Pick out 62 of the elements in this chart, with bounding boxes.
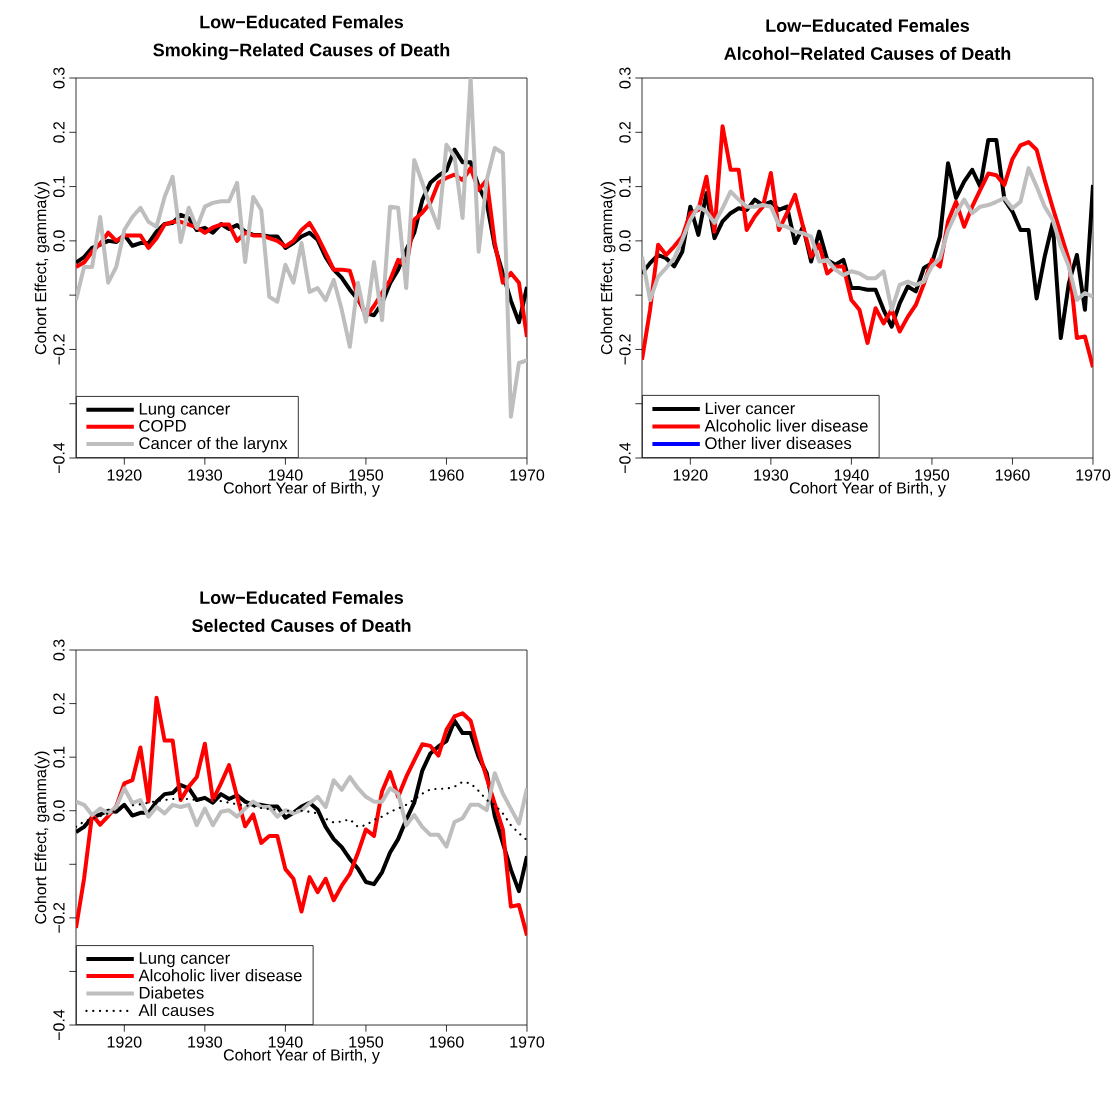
legend-label: Alcoholic liver disease bbox=[704, 419, 868, 432]
y-tick-label: 0.1 bbox=[53, 176, 65, 198]
y-tick-label: 0.3 bbox=[53, 67, 65, 89]
x-tick-label: 1930 bbox=[188, 469, 223, 481]
x-tick-label: 1970 bbox=[1076, 469, 1111, 481]
x-tick-label: 1960 bbox=[429, 1036, 464, 1048]
line-series bbox=[642, 166, 1093, 312]
y-tick-label: −0.2 bbox=[53, 334, 65, 365]
x-tick-label: 1920 bbox=[107, 1036, 142, 1048]
legend-label: Lung cancer bbox=[139, 952, 230, 968]
y-tick-label: 0.0 bbox=[53, 230, 65, 252]
y-tick-label: 0.1 bbox=[619, 176, 631, 198]
chart-subtitle: Alcohol−Related Causes of Death bbox=[724, 46, 1011, 60]
x-tick-label: 1960 bbox=[429, 469, 464, 481]
chart-subtitle: Selected Causes of Death bbox=[191, 618, 411, 632]
legend-label: COPD bbox=[139, 419, 186, 432]
x-tick-label: 1940 bbox=[268, 1036, 303, 1048]
line-series bbox=[76, 771, 527, 849]
x-tick-label: 1950 bbox=[349, 1036, 384, 1048]
x-tick-label: 1950 bbox=[349, 469, 384, 481]
x-tick-label: 1940 bbox=[834, 469, 869, 481]
y-tick-label: 0.3 bbox=[619, 67, 631, 89]
x-tick-label: 1970 bbox=[510, 469, 545, 481]
legend-label: Diabetes bbox=[139, 986, 204, 999]
chart-title: Low−Educated Females bbox=[766, 18, 970, 32]
legend-label: Cancer of the larynx bbox=[139, 436, 288, 453]
line-series bbox=[76, 78, 527, 419]
x-axis-title: Cohort Year of Birth, y bbox=[223, 1048, 380, 1064]
y-tick-label: 0.3 bbox=[53, 639, 65, 661]
line-series bbox=[76, 695, 527, 938]
y-tick-label: −0.2 bbox=[53, 902, 65, 933]
y-tick-label: 0.2 bbox=[53, 693, 65, 715]
y-axis-title: Cohort Effect, gamma(y) bbox=[600, 182, 616, 355]
x-tick-label: 1950 bbox=[915, 469, 950, 481]
x-tick-label: 1920 bbox=[107, 469, 142, 481]
y-tick-label: 0.1 bbox=[53, 746, 65, 768]
y-tick-label: −0.4 bbox=[53, 442, 65, 474]
legend-label: Liver cancer bbox=[705, 402, 795, 415]
x-tick-label: 1960 bbox=[995, 469, 1030, 481]
x-tick-label: 1930 bbox=[754, 469, 789, 481]
y-tick-label: −0.4 bbox=[53, 1009, 65, 1041]
chart-subtitle: Smoking−Related Causes of Death bbox=[153, 43, 450, 60]
y-tick-label: 0.2 bbox=[619, 121, 631, 143]
y-axis-title: Cohort Effect, gamma(y) bbox=[34, 182, 50, 355]
x-tick-label: 1930 bbox=[188, 1036, 223, 1048]
x-tick-label: 1940 bbox=[268, 469, 303, 481]
y-tick-label: 0.2 bbox=[53, 121, 65, 143]
legend-label: Alcoholic liver disease bbox=[138, 969, 302, 982]
y-tick-label: −0.2 bbox=[619, 334, 631, 365]
legend-label: All causes bbox=[138, 1003, 214, 1017]
x-tick-label: 1920 bbox=[673, 469, 708, 481]
x-axis-title: Cohort Year of Birth, y bbox=[789, 481, 946, 497]
y-tick-label: 0.0 bbox=[619, 230, 631, 252]
y-tick-label: −0.4 bbox=[619, 442, 631, 474]
chart-title: Low−Educated Females bbox=[200, 15, 404, 29]
x-axis-title: Cohort Year of Birth, y bbox=[223, 481, 380, 497]
y-tick-label: 0.0 bbox=[53, 800, 65, 822]
chart-title: Low−Educated Females bbox=[200, 590, 404, 604]
x-tick-label: 1970 bbox=[510, 1036, 545, 1048]
legend-label: Other liver diseases bbox=[705, 436, 852, 450]
legend-label: Lung cancer bbox=[139, 403, 230, 419]
y-axis-title: Cohort Effect, gamma(y) bbox=[34, 751, 50, 924]
